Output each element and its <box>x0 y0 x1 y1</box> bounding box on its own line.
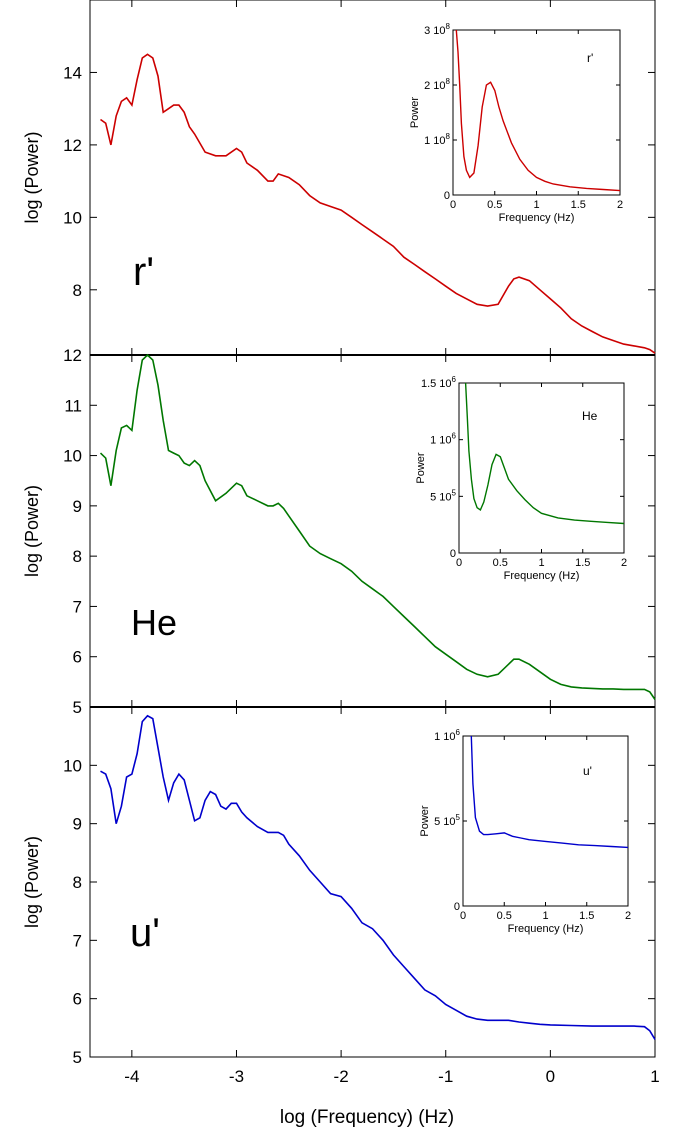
inset-y-tick-label: 1 106 <box>430 432 456 447</box>
panel-1: 5 6 7 8 9 10 11 12 log (Power) He 0 0.5 1 1.5 2 0 5 105 1… <box>22 346 656 717</box>
inset-x-tick-label: 1 <box>542 910 548 922</box>
inset-x-tick-label: 1.5 <box>571 199 586 211</box>
panel-title: He <box>131 602 177 643</box>
inset-x-tick-label: 1.5 <box>579 910 594 922</box>
series-line <box>99 353 656 700</box>
inset-x-tick-label: 0 <box>460 910 466 922</box>
series-line <box>100 714 656 1040</box>
y-tick-label: 8 <box>73 281 82 300</box>
panel-title: u' <box>130 911 160 955</box>
y-tick-label: 8 <box>73 547 82 566</box>
y-tick-label: 14 <box>63 63 82 82</box>
x-tick-label: 0 <box>546 1067 555 1086</box>
inset-x-tick-label: 2 <box>617 199 623 211</box>
x-tick-label: -4 <box>124 1067 139 1086</box>
inset-x-tick-label: 1 <box>533 199 539 211</box>
inset-y-tick-label: 2 108 <box>424 77 450 92</box>
y-tick-label: 6 <box>73 648 82 667</box>
inset-y-tick-label: 0 <box>454 901 460 913</box>
inset-y-label: Power <box>419 805 431 837</box>
inset-y-tick-label: 1 106 <box>434 728 460 743</box>
inset-y-tick-label: 0 <box>444 190 450 202</box>
inset-y-tick-label: 5 105 <box>430 488 456 503</box>
inset-frame <box>452 29 621 196</box>
y-tick-label: 7 <box>73 931 82 950</box>
inset-title: u' <box>583 764 592 778</box>
y-tick-label: 7 <box>73 597 82 616</box>
inset-title: r' <box>587 51 593 65</box>
x-axis-label: log (Frequency) (Hz) <box>280 1107 454 1128</box>
y-tick-label: 6 <box>73 990 82 1009</box>
series-line <box>100 53 656 354</box>
inset-y-label: Power <box>409 97 421 129</box>
y-tick-label: 9 <box>73 815 82 834</box>
inset-series-line <box>470 736 628 849</box>
inset-y-tick-label: 1 108 <box>424 132 450 147</box>
inset-y-tick-label: 5 105 <box>434 813 460 828</box>
inset-x-tick-label: 2 <box>621 557 627 569</box>
x-tick-label: 1 <box>650 1067 659 1086</box>
inset-series-line <box>455 30 620 192</box>
inset-x-tick-label: 0.5 <box>497 910 512 922</box>
inset: 0 0.5 1 1.5 2 0 5 105 1 106 1.5 106 Frequency (Hz… <box>415 375 627 582</box>
inset-x-tick-label: 2 <box>625 910 631 922</box>
inset-x-tick-label: 0 <box>456 557 462 569</box>
inset-x-tick-label: 0.5 <box>487 199 502 211</box>
y-tick-label: 10 <box>63 756 82 775</box>
x-tick-label: -3 <box>229 1067 244 1086</box>
y-tick-label: 5 <box>73 1048 82 1067</box>
inset-y-tick-label: 3 108 <box>424 22 450 37</box>
inset-title: He <box>582 409 598 423</box>
panel-0: 8 10 12 14 log (Power) r' 0 0.5 1 1.5 2 0 1 108 2 108… <box>22 0 656 356</box>
inset-frame <box>462 735 629 907</box>
inset: 0 0.5 1 1.5 2 0 1 108 2 108 3 108 Frequency (Hz) P… <box>409 22 623 224</box>
y-tick-label: 5 <box>73 698 82 717</box>
inset-x-tick-label: 1 <box>538 557 544 569</box>
y-axis-label: log (Power) <box>22 836 42 928</box>
inset-x-label: Frequency (Hz) <box>508 923 584 935</box>
inset-x-tick-label: 0 <box>450 199 456 211</box>
y-axis-label: log (Power) <box>22 485 42 577</box>
panel-title: r' <box>133 250 154 294</box>
y-tick-label: 9 <box>73 497 82 516</box>
y-tick-label: 10 <box>63 208 82 227</box>
y-tick-label: 12 <box>63 346 82 365</box>
y-tick-label: 8 <box>73 873 82 892</box>
inset-frame <box>458 382 625 554</box>
y-tick-label: 10 <box>63 447 82 466</box>
inset-x-tick-label: 1.5 <box>575 557 590 569</box>
inset-y-tick-label: 0 <box>450 548 456 560</box>
inset-x-label: Frequency (Hz) <box>504 570 580 582</box>
y-tick-label: 11 <box>64 396 82 415</box>
x-tick-label: -2 <box>334 1067 349 1086</box>
inset-series-line <box>464 383 624 525</box>
inset: 0 0.5 1 1.5 2 0 5 105 1 106 Frequency (Hz) Power u… <box>419 728 631 935</box>
panel-2: 5 6 7 8 9 10 log (Power) u' 0 0.5 1 1.5 2 0 5 105 1 106… <box>22 707 656 1067</box>
x-tick-label: -1 <box>438 1067 453 1086</box>
y-tick-label: 12 <box>63 136 82 155</box>
y-axis-label: log (Power) <box>22 131 42 223</box>
inset-y-tick-label: 1.5 106 <box>421 375 457 390</box>
inset-x-label: Frequency (Hz) <box>499 212 575 224</box>
inset-y-label: Power <box>415 452 427 484</box>
inset-x-tick-label: 0.5 <box>493 557 508 569</box>
